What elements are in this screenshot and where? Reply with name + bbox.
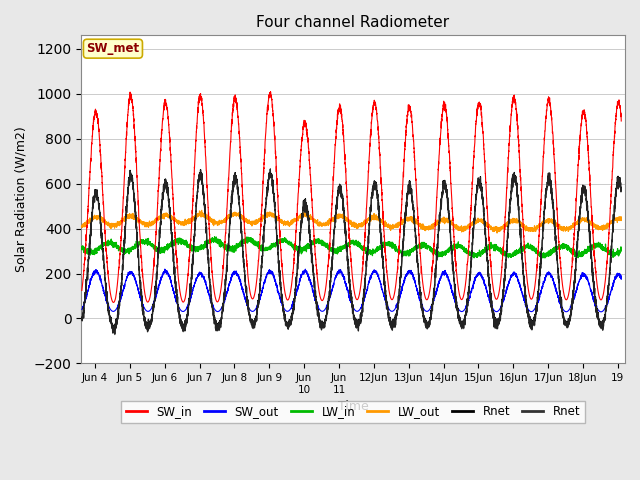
Y-axis label: Solar Radiation (W/m2): Solar Radiation (W/m2)	[15, 127, 28, 272]
SW_in	[109, 300, 117, 305]
Rnet	[429, 299, 436, 305]
Rnet	[284, 321, 292, 326]
SW_out	[429, 301, 436, 307]
Rnet	[618, 188, 625, 194]
SW_out	[176, 306, 184, 312]
LW_in	[78, 244, 86, 250]
LW_in	[470, 255, 478, 261]
SW_out	[618, 276, 625, 282]
Line: LW_out: LW_out	[82, 210, 621, 233]
Rnet	[481, 220, 488, 226]
Rnet	[481, 221, 488, 227]
LW_out	[522, 225, 529, 231]
Rnet	[111, 332, 118, 337]
Rnet	[176, 315, 184, 321]
LW_out	[284, 220, 292, 226]
LW_in	[211, 234, 218, 240]
LW_in	[402, 252, 410, 258]
SW_in	[78, 288, 86, 293]
LW_in	[618, 247, 625, 252]
SW_in	[522, 261, 529, 267]
Rnet	[266, 166, 274, 172]
SW_in	[284, 297, 292, 303]
LW_in	[429, 248, 436, 254]
SW_in	[267, 89, 275, 95]
Rnet	[522, 295, 529, 300]
Title: Four channel Radiometer: Four channel Radiometer	[257, 15, 449, 30]
Rnet	[402, 208, 410, 214]
SW_in	[618, 118, 625, 124]
Line: Rnet: Rnet	[82, 169, 621, 335]
Rnet	[176, 316, 184, 322]
Line: SW_out: SW_out	[82, 269, 621, 312]
Rnet	[618, 189, 625, 194]
SW_out	[161, 266, 169, 272]
Legend: SW_in, SW_out, LW_in, LW_out, Rnet, Rnet: SW_in, SW_out, LW_in, LW_out, Rnet, Rnet	[121, 401, 585, 423]
LW_in	[481, 249, 488, 254]
Line: LW_in: LW_in	[82, 237, 621, 258]
LW_out	[402, 216, 410, 222]
SW_out	[402, 276, 410, 281]
Rnet	[78, 315, 86, 321]
SW_in	[481, 158, 488, 164]
SW_out	[597, 309, 605, 315]
SW_in	[429, 260, 436, 266]
SW_out	[284, 308, 292, 314]
X-axis label: Time: Time	[337, 400, 368, 413]
Rnet	[429, 300, 436, 306]
SW_out	[78, 307, 86, 312]
SW_out	[522, 301, 529, 307]
LW_in	[522, 245, 529, 251]
Rnet	[522, 295, 529, 301]
LW_out	[481, 218, 488, 224]
Rnet	[111, 331, 118, 337]
LW_out	[176, 220, 184, 226]
Rnet	[402, 208, 410, 214]
LW_out	[78, 224, 86, 230]
SW_out	[481, 280, 488, 286]
Rnet	[78, 314, 86, 320]
LW_in	[176, 235, 184, 241]
LW_out	[493, 230, 501, 236]
LW_in	[284, 240, 292, 246]
SW_in	[176, 288, 184, 294]
LW_out	[198, 207, 205, 213]
Rnet	[266, 167, 274, 172]
Rnet	[284, 321, 292, 327]
SW_in	[402, 133, 410, 139]
Line: SW_in: SW_in	[82, 92, 621, 302]
Line: Rnet: Rnet	[82, 169, 621, 334]
Text: SW_met: SW_met	[86, 42, 140, 55]
LW_out	[429, 225, 436, 230]
LW_out	[618, 216, 625, 222]
